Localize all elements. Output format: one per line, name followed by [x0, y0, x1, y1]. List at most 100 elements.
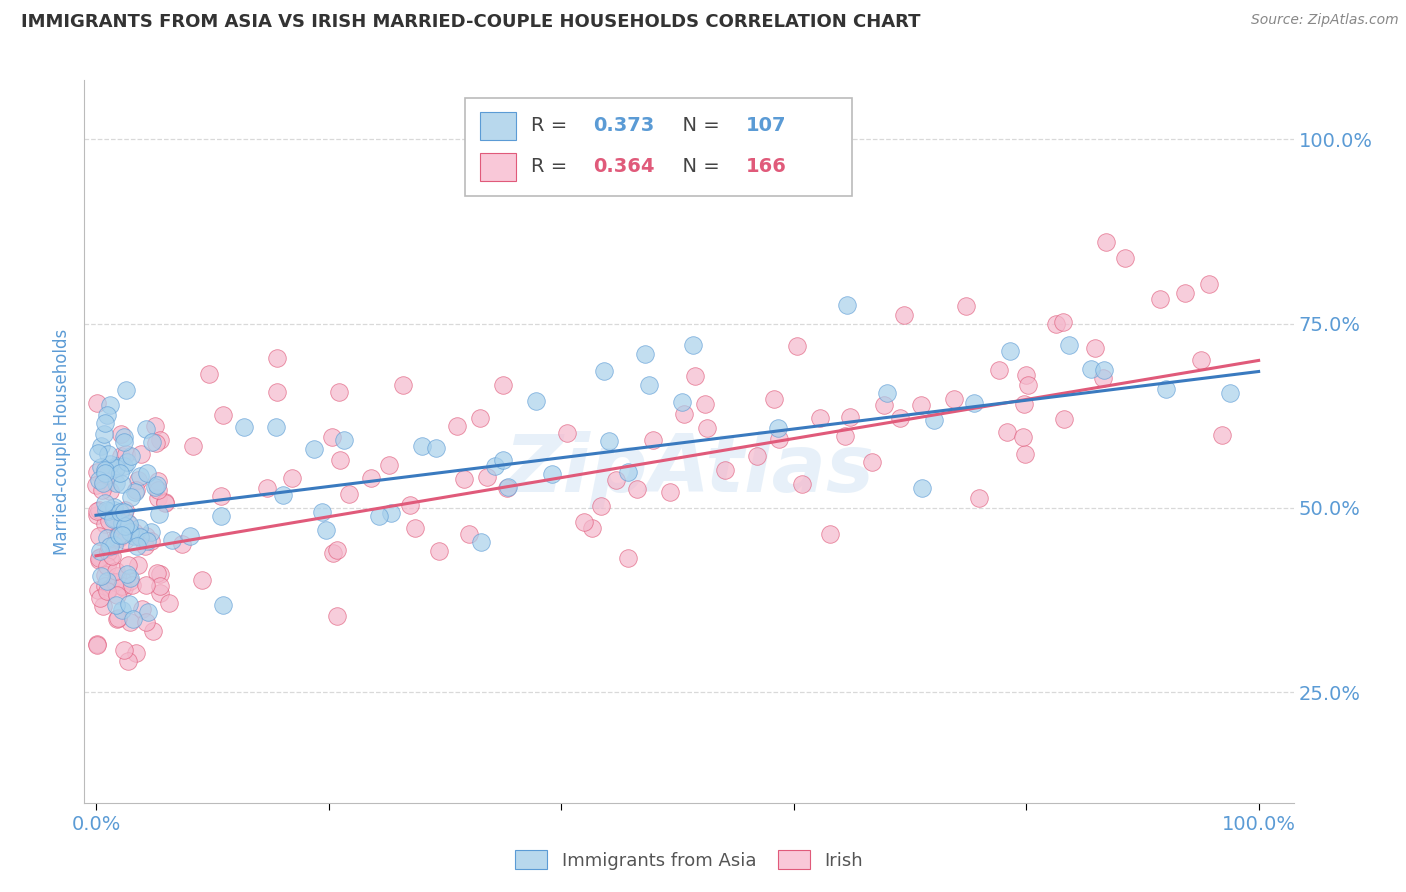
Point: [89, 550, 111, 565]
Point: [332, 433, 354, 447]
Point: [139, 534, 162, 549]
Point: [103, 538, 125, 552]
Point: [672, 407, 695, 421]
Point: [322, 546, 344, 560]
FancyBboxPatch shape: [479, 153, 516, 181]
Point: [87, 529, 110, 543]
Point: [197, 367, 219, 381]
Point: [495, 481, 517, 495]
Point: [148, 491, 170, 506]
Point: [105, 458, 128, 473]
Point: [1045, 317, 1067, 331]
Point: [98, 541, 121, 555]
Point: [458, 526, 481, 541]
Point: [524, 394, 547, 409]
Point: [1198, 277, 1220, 291]
Point: [94, 567, 117, 582]
Point: [105, 598, 128, 612]
Point: [328, 385, 350, 400]
Point: [89, 591, 111, 605]
Point: [127, 539, 149, 553]
Point: [86, 637, 108, 651]
Point: [114, 518, 136, 533]
Point: [94, 516, 117, 531]
Point: [634, 346, 657, 360]
Point: [110, 427, 132, 442]
Point: [124, 484, 146, 499]
Point: [96, 559, 118, 574]
FancyBboxPatch shape: [479, 112, 516, 139]
Text: 0.364: 0.364: [593, 158, 655, 177]
Y-axis label: Married-couple Households: Married-couple Households: [53, 328, 72, 555]
Point: [141, 435, 163, 450]
Point: [112, 430, 135, 444]
Point: [637, 378, 659, 392]
Point: [135, 528, 157, 542]
Point: [256, 481, 278, 495]
Point: [153, 496, 176, 510]
Point: [93, 579, 115, 593]
Point: [315, 524, 337, 538]
Point: [105, 588, 128, 602]
Point: [792, 476, 814, 491]
Point: [98, 398, 121, 412]
Point: [101, 549, 124, 564]
Point: [786, 339, 808, 353]
Point: [209, 489, 232, 503]
Point: [104, 575, 127, 590]
Point: [1149, 293, 1171, 307]
Point: [762, 392, 785, 406]
Point: [281, 470, 304, 484]
Point: [311, 505, 333, 519]
Point: [446, 418, 468, 433]
Point: [104, 508, 127, 523]
Point: [94, 477, 117, 491]
Point: [111, 574, 134, 588]
Point: [94, 496, 117, 510]
Point: [988, 363, 1011, 377]
Point: [360, 471, 382, 485]
Point: [112, 582, 135, 596]
Point: [149, 579, 172, 593]
Point: [120, 449, 142, 463]
Point: [118, 516, 141, 531]
Point: [955, 299, 977, 313]
Point: [94, 466, 117, 480]
Point: [1000, 344, 1022, 359]
Point: [107, 527, 129, 541]
Point: [135, 533, 157, 548]
Point: [1053, 412, 1076, 426]
Point: [125, 646, 148, 660]
Point: [111, 528, 134, 542]
Point: [111, 476, 134, 491]
Point: [93, 475, 115, 490]
Point: [86, 508, 108, 522]
Text: 166: 166: [745, 158, 786, 177]
Point: [117, 558, 139, 572]
Point: [271, 488, 294, 502]
Point: [617, 465, 640, 479]
Point: [111, 603, 134, 617]
Point: [321, 430, 343, 444]
Point: [90, 483, 112, 497]
Point: [127, 474, 149, 488]
Point: [1211, 427, 1233, 442]
Point: [115, 567, 138, 582]
Point: [86, 504, 108, 518]
Point: [581, 521, 603, 535]
Point: [114, 533, 136, 547]
Point: [98, 551, 121, 566]
Point: [1017, 377, 1039, 392]
Point: [118, 597, 141, 611]
Point: [1154, 382, 1177, 396]
Text: N =: N =: [669, 158, 725, 177]
Point: [104, 564, 127, 578]
Point: [128, 528, 150, 542]
Point: [149, 567, 172, 582]
Point: [108, 466, 131, 480]
Point: [326, 608, 349, 623]
Point: [127, 558, 149, 573]
Point: [96, 408, 118, 422]
Point: [391, 378, 413, 392]
Point: [1092, 362, 1115, 376]
